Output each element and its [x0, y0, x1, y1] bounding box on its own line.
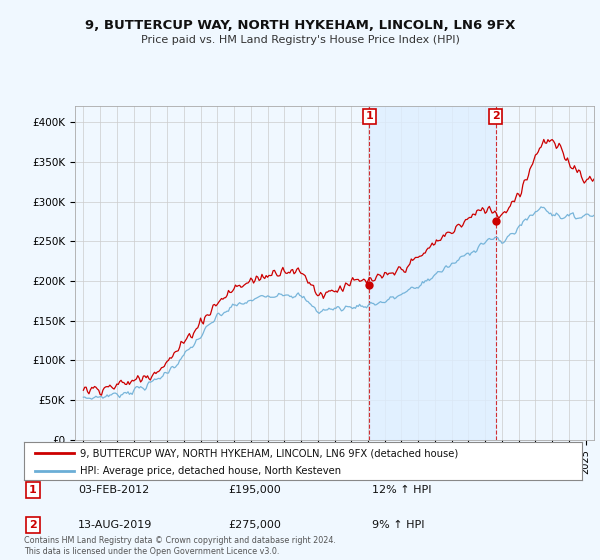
- Text: £275,000: £275,000: [228, 520, 281, 530]
- Text: 9, BUTTERCUP WAY, NORTH HYKEHAM, LINCOLN, LN6 9FX: 9, BUTTERCUP WAY, NORTH HYKEHAM, LINCOLN…: [85, 18, 515, 32]
- Text: Contains HM Land Registry data © Crown copyright and database right 2024.
This d: Contains HM Land Registry data © Crown c…: [24, 536, 336, 556]
- Text: £195,000: £195,000: [228, 485, 281, 495]
- Bar: [370, 106, 496, 440]
- Text: 1: 1: [365, 111, 373, 122]
- Text: HPI: Average price, detached house, North Kesteven: HPI: Average price, detached house, Nort…: [80, 466, 341, 476]
- Text: 12% ↑ HPI: 12% ↑ HPI: [372, 485, 431, 495]
- Text: 2: 2: [29, 520, 37, 530]
- Text: 2: 2: [491, 111, 499, 122]
- Text: 1: 1: [29, 485, 37, 495]
- Text: 13-AUG-2019: 13-AUG-2019: [78, 520, 152, 530]
- Text: 03-FEB-2012: 03-FEB-2012: [78, 485, 149, 495]
- Text: 9% ↑ HPI: 9% ↑ HPI: [372, 520, 425, 530]
- Text: 9, BUTTERCUP WAY, NORTH HYKEHAM, LINCOLN, LN6 9FX (detached house): 9, BUTTERCUP WAY, NORTH HYKEHAM, LINCOLN…: [80, 448, 458, 458]
- Text: Price paid vs. HM Land Registry's House Price Index (HPI): Price paid vs. HM Land Registry's House …: [140, 35, 460, 45]
